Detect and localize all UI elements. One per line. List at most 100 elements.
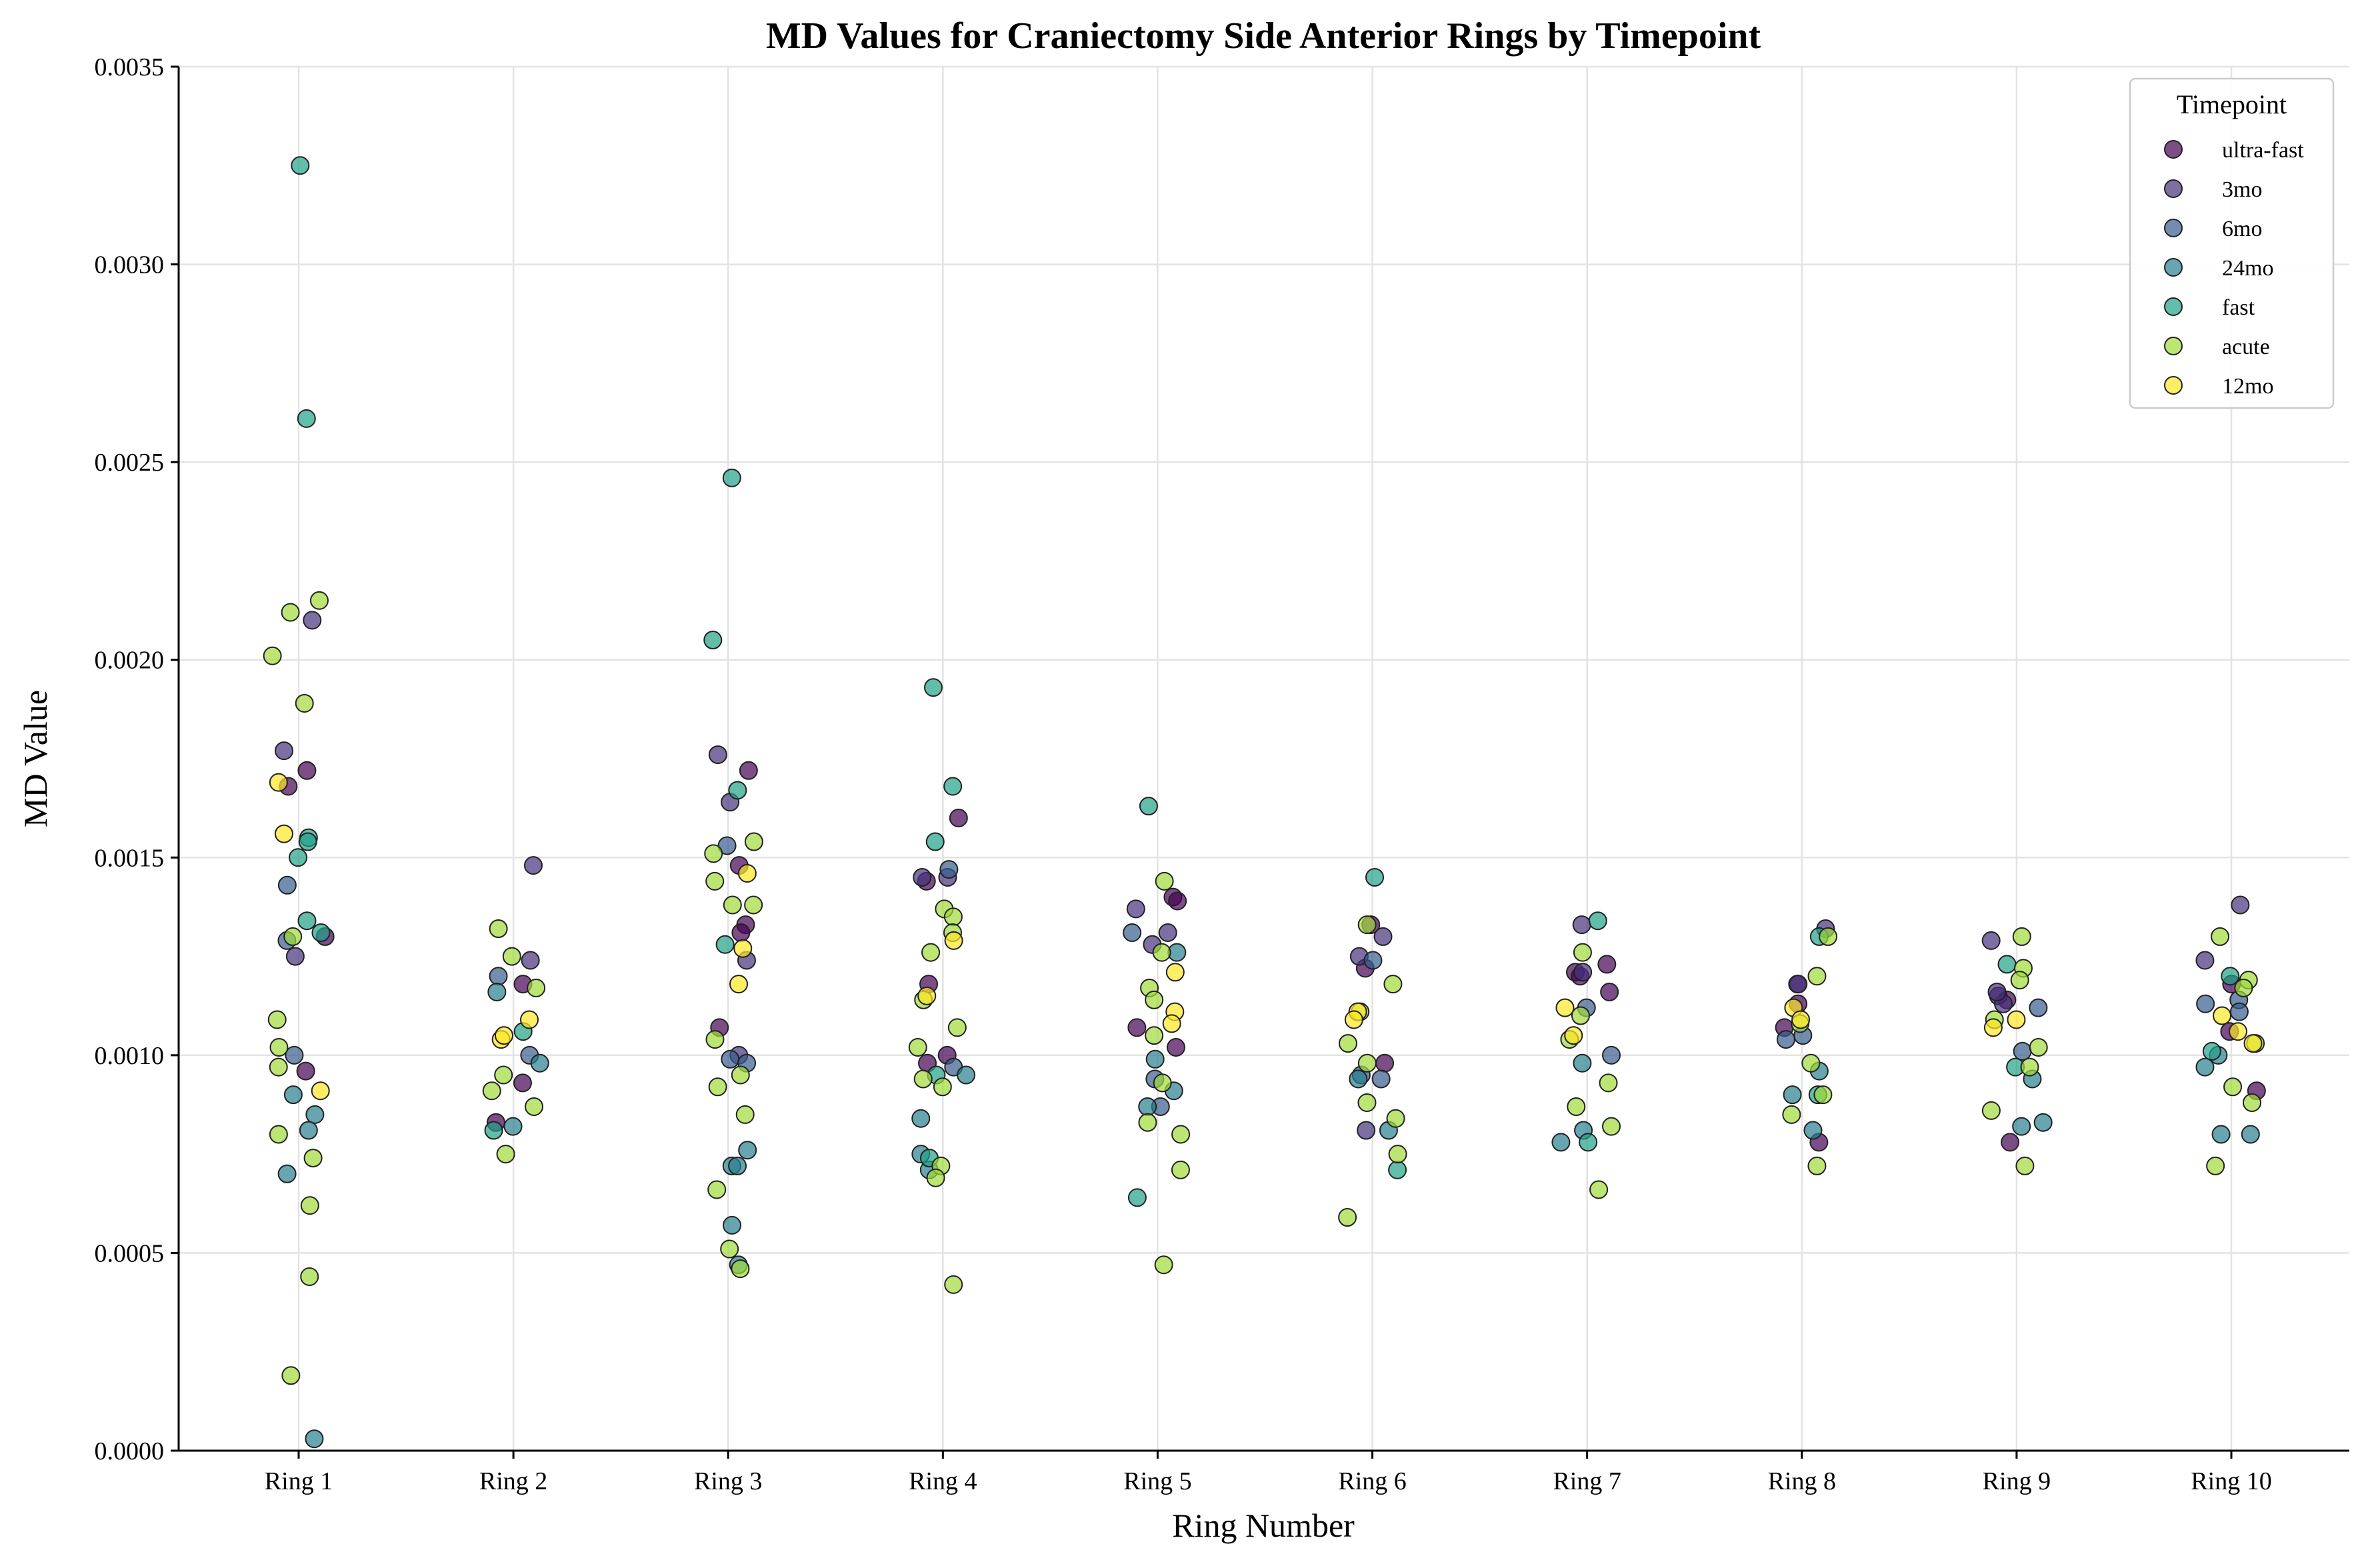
data-point-24mo <box>305 1429 324 1449</box>
data-point-24mo <box>487 982 507 1001</box>
x-tick-label: Ring 3 <box>694 1467 762 1495</box>
x-tick-label: Ring 6 <box>1338 1467 1406 1495</box>
data-point-acute <box>269 1125 288 1144</box>
data-point-acute <box>1801 1053 1821 1073</box>
data-point-acute <box>263 646 282 665</box>
data-point-fast <box>722 468 741 487</box>
data-point-6mo <box>2229 1002 2249 1021</box>
y-tick-label: 0.0010 <box>95 1042 165 1070</box>
legend-marker-ultra-fast <box>2164 140 2183 159</box>
data-point-ultra-fast <box>1597 955 1617 974</box>
data-point-3mo <box>1981 931 2001 950</box>
data-point-fast <box>925 832 945 851</box>
data-point-acute <box>281 1366 301 1385</box>
data-point-acute <box>2015 1156 2035 1175</box>
data-point-acute <box>1338 1034 1357 1053</box>
data-point-24mo <box>728 1156 747 1175</box>
data-point-6mo <box>1371 1069 1391 1089</box>
data-point-ultra-fast <box>1600 982 1619 1001</box>
data-point-acute <box>303 1149 323 1168</box>
data-point-acute <box>489 919 508 939</box>
data-point-24mo <box>723 1215 742 1235</box>
data-point-3mo <box>303 611 322 630</box>
data-point-acute <box>1357 1053 1377 1073</box>
data-point-fast <box>1579 1133 1598 1152</box>
data-point-24mo <box>503 1117 523 1136</box>
data-point-fast <box>923 678 943 697</box>
data-point-12mo <box>737 864 757 883</box>
data-point-6mo <box>285 1045 304 1065</box>
data-point-acute <box>707 1180 727 1199</box>
data-point-acute <box>943 907 963 927</box>
data-point-fast <box>484 1121 503 1140</box>
data-point-fast <box>703 631 723 650</box>
data-point-24mo <box>1551 1133 1571 1152</box>
data-point-acute <box>1386 1109 1405 1128</box>
data-point-ultra-fast <box>731 923 751 942</box>
data-point-acute <box>1145 990 1164 1009</box>
data-point-acute <box>283 927 303 946</box>
x-tick-label: Ring 7 <box>1553 1467 1621 1495</box>
data-point-3mo <box>1126 899 1145 919</box>
x-tick-label: Ring 9 <box>1983 1467 2051 1495</box>
data-point-24mo <box>1783 1085 1802 1105</box>
data-point-12mo <box>1165 963 1185 982</box>
data-point-6mo <box>1602 1045 1621 1065</box>
data-point-ultra-fast <box>513 1073 532 1093</box>
data-point-6mo <box>2196 994 2215 1013</box>
data-point-acute <box>1154 1255 1173 1275</box>
data-point-acute <box>2020 1057 2039 1077</box>
data-point-3mo <box>2231 895 2250 915</box>
data-point-3mo <box>1158 923 1177 942</box>
y-tick-label: 0.0035 <box>95 53 165 81</box>
data-point-12mo <box>494 1026 513 1045</box>
y-tick-label: 0.0030 <box>95 251 165 279</box>
data-point-12mo <box>2007 1010 2026 1029</box>
data-point-ultra-fast <box>949 808 968 827</box>
legend-marker-fast <box>2164 297 2183 316</box>
data-point-fast <box>2221 967 2240 986</box>
legend-label-fast: fast <box>2222 295 2255 320</box>
data-point-12mo <box>1344 1010 1363 1029</box>
x-tick-label: Ring 2 <box>479 1467 547 1495</box>
data-point-12mo <box>2229 1022 2248 1041</box>
data-point-6mo <box>2029 998 2048 1017</box>
data-point-12mo <box>1791 1010 1811 1029</box>
x-tick-label: Ring 1 <box>265 1467 333 1495</box>
data-point-6mo <box>1123 923 1142 942</box>
data-point-acute <box>731 1065 750 1085</box>
data-point-12mo <box>269 773 288 792</box>
data-point-acute <box>944 1275 963 1294</box>
data-point-acute <box>720 1239 739 1259</box>
data-point-fast <box>1139 797 1158 816</box>
data-point-fast <box>291 156 310 175</box>
data-point-fast <box>728 781 747 800</box>
data-point-acute <box>708 1077 727 1097</box>
data-point-3mo <box>1987 982 2007 1001</box>
data-point-3mo <box>521 951 540 970</box>
data-point-24mo <box>911 1109 931 1128</box>
data-point-acute <box>2234 979 2253 998</box>
y-axis-title: MD Value <box>17 690 54 827</box>
data-point-acute <box>1152 943 1171 962</box>
data-point-acute <box>496 1145 515 1164</box>
x-tick-label: Ring 4 <box>909 1467 977 1495</box>
data-point-12mo <box>729 975 748 994</box>
data-point-6mo <box>277 875 297 895</box>
data-point-acute <box>1807 1156 1827 1175</box>
y-tick-label: 0.0000 <box>95 1437 165 1465</box>
data-point-acute <box>527 979 546 998</box>
data-point-acute <box>1171 1160 1190 1179</box>
data-point-acute <box>2223 1077 2243 1097</box>
data-point-acute <box>735 1105 755 1124</box>
data-point-6mo <box>489 967 508 986</box>
data-point-3mo <box>275 741 294 761</box>
grid-layer <box>179 65 2349 1452</box>
y-tick-label: 0.0015 <box>95 844 165 872</box>
data-point-ultra-fast <box>296 1061 315 1081</box>
data-point-12mo <box>520 1010 539 1029</box>
data-point-acute <box>723 895 742 915</box>
data-point-acute <box>1383 975 1403 994</box>
data-point-6mo <box>721 1049 740 1069</box>
data-point-12mo <box>1564 1026 1583 1045</box>
